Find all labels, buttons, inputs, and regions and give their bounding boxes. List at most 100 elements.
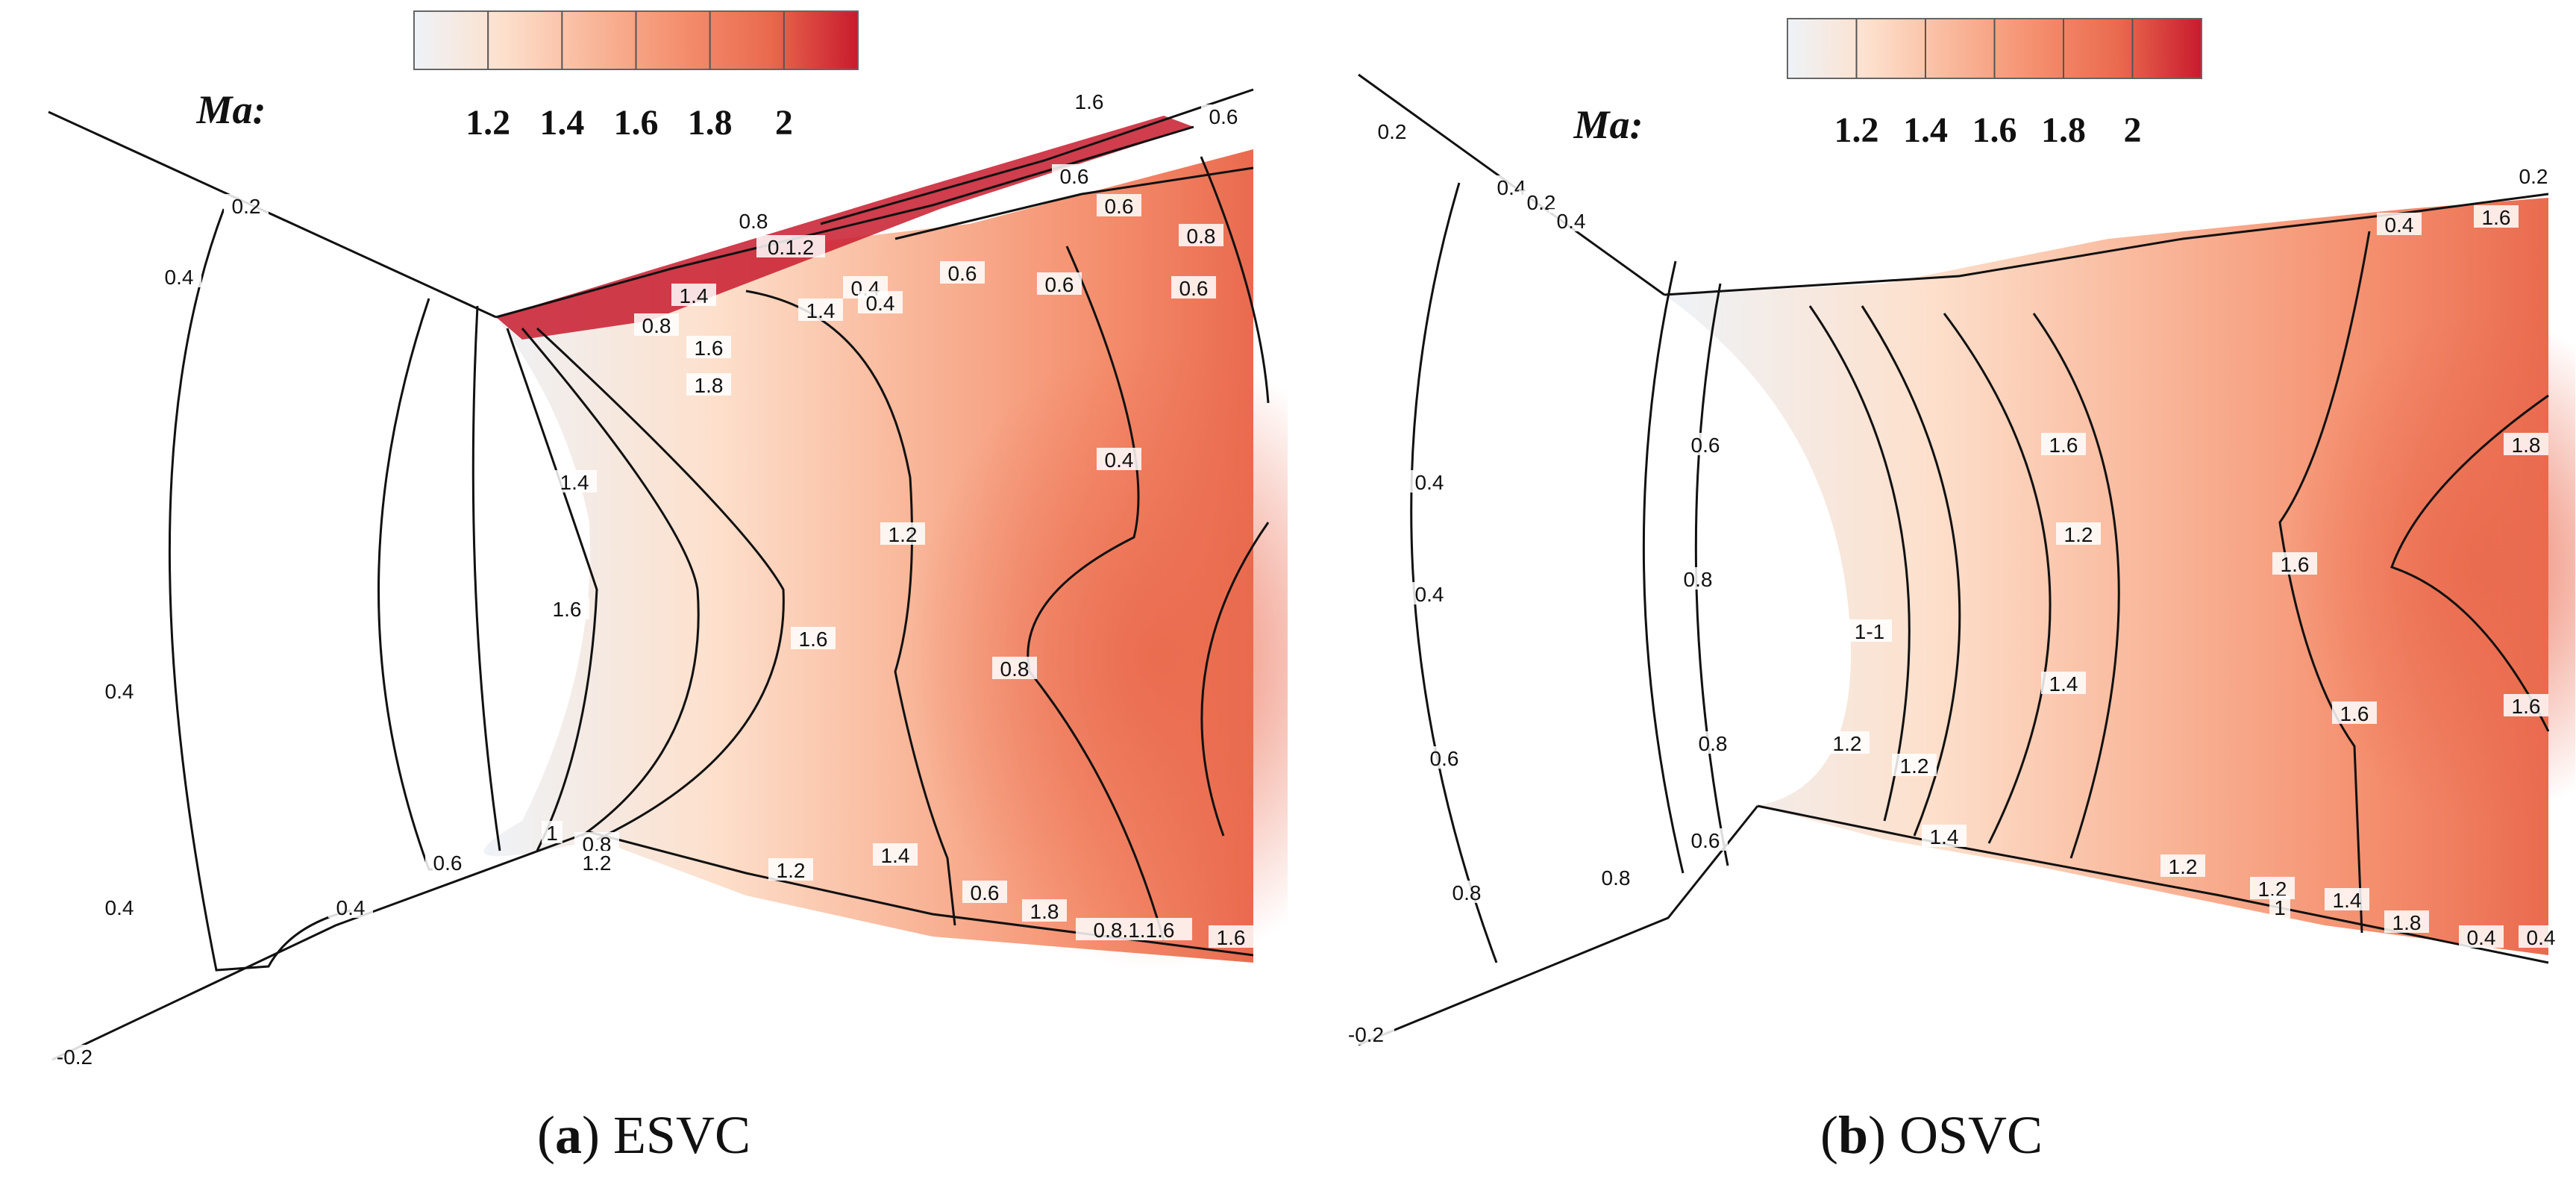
contour-label-group-b: 0.4 — [2377, 213, 2422, 237]
contour-line-a — [51, 831, 590, 1061]
contour-line-a — [377, 298, 433, 871]
contour-label-a: 0.8 — [1000, 657, 1030, 681]
contour-label-bg-a — [425, 851, 470, 873]
contour-label-bg-a — [1209, 925, 1253, 948]
contour-label-group-a: 0.8 — [992, 657, 1037, 681]
contour-label-b: 1-1 — [1855, 620, 1884, 643]
contour-label-group-a: 0.6 — [962, 881, 1007, 904]
contour-label-a: 0.1.2 — [768, 236, 814, 259]
contour-label-group-a: 1 — [542, 821, 562, 845]
contour-label-group-b: 0.4 — [2459, 925, 2504, 949]
contour-label-bg-a — [756, 235, 825, 257]
contour-label-bg-a — [1076, 918, 1192, 940]
contour-label-bg-a — [880, 522, 925, 545]
contour-label-group-a: 1.6 — [791, 627, 836, 651]
contour-label-bg-b — [1847, 619, 1892, 642]
contour-label-group-b: 0.6 — [1683, 433, 1728, 457]
contour-label-group-b: 1.6 — [2504, 694, 2548, 718]
contour-line-b — [2032, 313, 2120, 859]
contour-label-b: 0.4 — [1557, 210, 1586, 233]
contour-label-bg-a — [1171, 276, 1216, 298]
contour-line-a — [536, 327, 785, 841]
contour-line-b — [1808, 305, 1911, 822]
contour-line-a — [168, 208, 351, 972]
contour-label-group-b: 1.6 — [2041, 433, 2086, 457]
contour-label-group-a: -0.2 — [46, 1045, 103, 1069]
contour-label-group-a: 1.2 — [574, 851, 619, 875]
contour-label-bg-a — [768, 858, 813, 881]
contour-label-bg-b — [2269, 896, 2290, 918]
contour-label-bg-a — [686, 373, 731, 396]
contour-label-group-a: 0.4 — [157, 265, 201, 289]
contour-label-bg-a — [97, 896, 142, 918]
contour-label-group-b: 0.2 — [1370, 119, 1414, 143]
contour-label-b: 1.4 — [2333, 889, 2362, 912]
contour-label-bg-a — [1179, 224, 1223, 246]
colorbar-tick-a: 1.4 — [539, 103, 584, 143]
contour-label-bg-a — [992, 657, 1037, 679]
contour-label-bg-a — [157, 265, 201, 287]
colorbar-tick-b: 1.6 — [1972, 110, 2017, 150]
contour-label-bg-a — [671, 284, 716, 306]
contour-label-group-b: 1.8 — [2384, 910, 2429, 934]
contour-label-b: 1.6 — [2512, 695, 2541, 718]
mach-hotspot-b — [2287, 313, 2575, 821]
contour-label-bg-b — [1683, 828, 1728, 851]
contour-line-a — [1200, 156, 1270, 404]
contour-label-bg-b — [2504, 433, 2548, 455]
chart-a-svg: 1.2 1.4 1.6 1.8 2 Ma: 0.2 0.4 0.4 0.4 0.4 0.6 0.8 1 1.… — [46, 10, 1288, 1069]
contour-label-b: 0.6 — [1691, 434, 1720, 457]
panel-b: 1.2 1.4 1.6 1.8 2 Ma: 0.2 0.4 0.2 0.4 0.4 0.4 0.6 0.8… — [1288, 0, 2575, 1194]
contour-label-group-a: 1.6 — [1067, 90, 1112, 113]
contour-label-a: 0.6 — [1179, 277, 1209, 300]
contour-label-group-a: 0.4 — [328, 896, 373, 919]
contour-label-a: 1.6 — [799, 628, 828, 651]
contour-label-bg-b — [2384, 910, 2429, 933]
contour-label-a: 1.6 — [1075, 90, 1104, 113]
contour-line-b — [2390, 394, 2550, 732]
contour-label-group-a: 1.8 — [686, 373, 731, 397]
contour-label-a: -0.2 — [57, 1045, 93, 1069]
contour-line-a — [471, 305, 501, 851]
contour-label-bg-a — [97, 679, 142, 701]
contour-label-bg-a — [940, 261, 985, 284]
contour-label-group-a: 1.4 — [873, 843, 918, 867]
contour-label-group-b: 1 — [2269, 896, 2290, 919]
contour-label-bg-b — [2056, 522, 2101, 545]
contour-label-b: 1.2 — [2064, 523, 2093, 546]
contour-label-b: 1.4 — [1930, 825, 1959, 848]
contour-label-bg-a — [962, 881, 1007, 903]
contour-label-a: 0.4 — [1105, 448, 1134, 472]
contour-label-bg-a — [328, 896, 373, 918]
contour-line-b — [1861, 305, 1961, 837]
contour-label-a: 1.6 — [695, 337, 724, 360]
contour-label-a: 1.4 — [881, 844, 910, 867]
contour-label-group-b: 0.8 — [1690, 731, 1735, 755]
contour-line-a — [894, 166, 1254, 240]
panel-a: 1.2 1.4 1.6 1.8 2 Ma: 0.2 0.4 0.4 0.4 0.4 0.6 0.8 1 1.… — [46, 10, 1288, 1165]
contour-label-bg-a — [1022, 899, 1067, 922]
contour-label-a: 1.2 — [777, 859, 806, 882]
contour-label-bg-a — [1052, 164, 1097, 187]
contour-label-group-b: 1.2 — [2056, 522, 2101, 546]
contour-label-a: 0.6 — [1045, 273, 1074, 296]
contour-label-bg-b — [2332, 701, 2377, 724]
contour-label-b: 1.8 — [2512, 434, 2541, 457]
contour-label-bg-b — [2160, 854, 2205, 877]
contour-label-b: 1.2 — [1833, 732, 1862, 755]
contour-label-group-a: 1.6 — [686, 336, 731, 360]
contour-line-a — [48, 110, 497, 319]
contour-label-a: 0.4 — [165, 266, 194, 289]
contour-label-bg-a — [1097, 194, 1141, 216]
contour-label-group-a: 0.6 — [425, 851, 470, 875]
colorbar-tick-b: 1.8 — [2041, 110, 2086, 150]
contour-label-b: 1.6 — [2482, 206, 2511, 229]
contour-label-bg-b — [1683, 433, 1728, 455]
contour-label-b: 0.8 — [1699, 732, 1728, 755]
contour-line-a — [521, 328, 700, 837]
colorbar-tick-a: 1.6 — [614, 103, 659, 143]
contour-label-bg-a — [634, 313, 679, 336]
contour-label-group-b: 1.6 — [2332, 701, 2377, 725]
contour-label-a: 1.8 — [695, 374, 724, 397]
colorbar-tick-a: 1.8 — [688, 103, 733, 143]
